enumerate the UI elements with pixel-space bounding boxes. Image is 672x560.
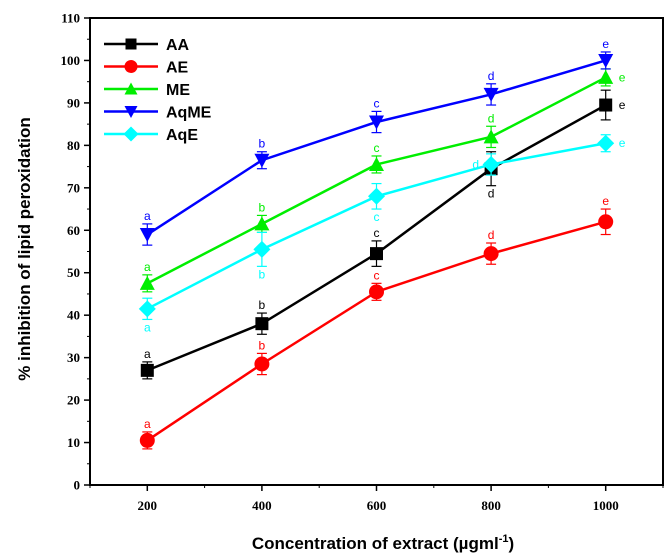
data-point [139,432,155,448]
series-ae: a b c d e [139,194,614,450]
legend: AA AE ME AqME AqE [104,37,212,144]
significance-label: a [144,209,151,223]
significance-label: b [259,267,266,281]
y-tick-label: 0 [74,478,81,493]
x-tick-label: 1000 [593,498,619,513]
y-tick-label: 30 [67,350,80,365]
significance-label: b [259,200,266,214]
significance-label: a [144,260,151,274]
y-tick-label: 90 [67,95,80,110]
data-point [370,247,383,261]
data-point [599,98,613,112]
x-axis-title: Concentration of extract (µgml-1) [252,533,514,553]
legend-label: AqE [166,127,198,144]
significance-label: a [144,417,151,431]
y-axis-title: % inhibition of lipid peroxidation [15,117,34,380]
significance-label: a [144,320,151,334]
legend-label: AA [166,37,190,54]
significance-label: b [259,338,266,352]
data-point [369,115,384,130]
y-tick-label: 10 [67,435,80,450]
significance-label: c [374,268,380,282]
legend-marker [125,38,137,50]
significance-label: d [488,111,495,125]
y-tick-label: 40 [67,308,80,323]
significance-label: b [259,298,266,312]
x-tick-label: 600 [367,498,387,513]
y-tick-label: 70 [67,180,80,195]
y-tick-label: 60 [67,223,80,238]
significance-label: c [374,141,380,155]
data-point [597,134,615,152]
data-point [483,246,499,262]
legend-marker [124,82,138,95]
data-point [369,156,384,171]
data-point [139,228,155,243]
y-tick-label: 20 [67,393,80,408]
significance-label: d [488,69,495,83]
series-aqme: a b c d e [139,37,614,246]
significance-label: d [488,228,495,242]
significance-label: e [602,37,609,51]
data-point [254,153,270,168]
y-tick-label: 110 [61,11,80,26]
significance-label: c [374,210,380,224]
series-layer: a b c d e a b c d e a b c d e a b c d e a b c d e [138,37,626,450]
data-point [368,187,385,205]
significance-label: c [374,226,380,240]
data-point [598,214,614,230]
series-me: a b c d e [139,68,626,293]
y-tick-label: 100 [61,53,81,68]
significance-label: e [619,136,626,150]
legend-label: AqME [166,105,212,122]
significance-label: e [619,98,626,112]
x-tick-label: 400 [252,498,272,513]
legend-item-aqe: AqE [104,126,198,144]
data-point [483,129,499,144]
legend-item-aqme: AqME [104,105,212,122]
data-point [139,275,155,290]
significance-label: e [602,194,609,208]
significance-label: a [144,347,151,361]
y-tick-label: 50 [67,265,80,280]
data-point [598,69,614,84]
significance-label: e [619,70,626,84]
significance-label: d [472,157,479,171]
significance-label: c [374,96,380,110]
significance-label: b [259,137,266,151]
data-point [598,53,614,68]
legend-item-ae: AE [104,60,189,77]
data-point [138,300,156,318]
legend-marker [124,60,138,73]
data-point [482,155,500,173]
series-aa: a b c d e [140,89,626,380]
series-aqe: a b c d e [138,134,626,334]
legend-label: ME [166,82,190,99]
data-point [483,87,499,102]
legend-marker [124,106,138,118]
legend-label: AE [166,60,189,77]
data-point [369,284,384,300]
legend-marker [123,126,139,142]
data-point [255,317,269,331]
x-tick-label: 200 [138,498,158,513]
legend-item-me: ME [104,82,190,99]
data-point [253,240,271,258]
data-point [254,216,270,231]
y-tick-label: 80 [67,138,80,153]
significance-label: d [488,187,495,201]
data-point [140,363,154,377]
x-tick-label: 800 [481,498,501,513]
data-point [254,356,270,372]
axes: 200 400 600 800 1000 0 10 20 30 40 50 60 70 80 90 100 11… [61,11,664,513]
legend-item-aa: AA [104,37,190,54]
